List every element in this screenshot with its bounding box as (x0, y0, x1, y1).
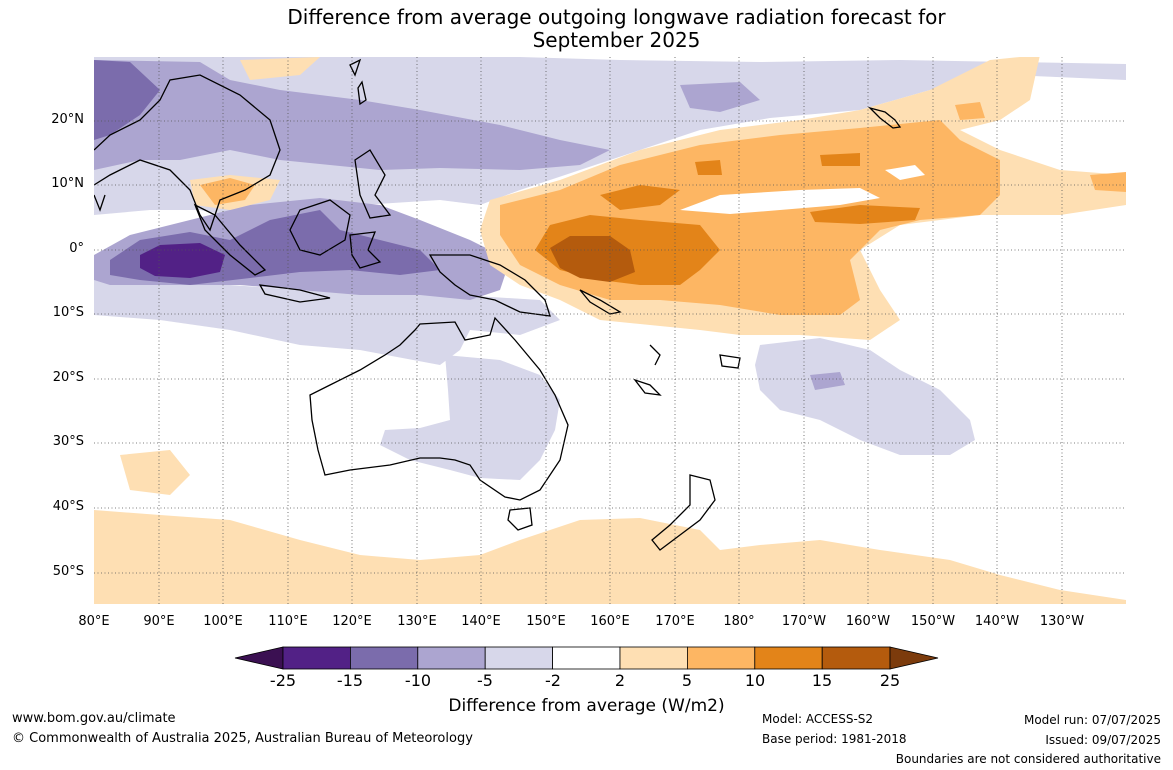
colorbar-tick-label: 10 (744, 671, 766, 690)
anomaly-region-neg-mid-south (810, 372, 845, 390)
anomaly-region-pos-strongest (550, 236, 635, 282)
anomaly-region-neg-light-south (94, 270, 560, 365)
colorbar-swatch-4 (484, 646, 554, 670)
se-asia-coastline (94, 74, 281, 232)
lat-label-10s: 10°S (52, 305, 84, 320)
anomaly-region-neg-pacific (755, 338, 975, 455)
colorbar-swatch-2 (349, 646, 419, 670)
lon-label-160w: 160°W (845, 614, 891, 629)
lon-label-140e: 140°E (461, 614, 501, 629)
colorbar-tick-label: -5 (477, 671, 493, 690)
lat-label-20s: 20°S (52, 370, 84, 385)
new-zealand-coastline (651, 474, 716, 551)
anomaly-region-neg-strongest (140, 243, 225, 278)
colorbar (234, 646, 939, 670)
anomaly-region-neg-mid (94, 60, 610, 170)
anomaly-region-pos-light-wio (120, 450, 190, 495)
anomaly-region-neg-strong (94, 60, 160, 140)
lon-label-130w: 130°W (1039, 614, 1085, 629)
anomaly-region-pos-strong-band2 (820, 153, 860, 166)
colorbar-tick-label: 25 (879, 671, 901, 690)
boundaries-disclaimer: Boundaries are not considered authoritat… (895, 752, 1161, 766)
lon-label-160e: 160°E (590, 614, 630, 629)
lon-label-150e: 150°E (526, 614, 566, 629)
lon-label-180: 180° (723, 614, 755, 629)
lon-label-170w: 170°W (781, 614, 827, 629)
lon-label-110e: 110°E (268, 614, 308, 629)
solomon-islands-coastline (579, 289, 622, 315)
lon-label-80e: 80°E (78, 614, 110, 629)
colorbar-swatch-5 (552, 646, 621, 670)
colorbar-tick-label: -10 (404, 671, 432, 690)
issued-date: Issued: 09/07/2025 (1045, 733, 1161, 747)
anomaly-region-neg-australia (380, 355, 560, 480)
sumatra-coastline (193, 203, 267, 276)
colorbar-swatch-6 (619, 646, 688, 670)
lat-label-40s: 40°S (52, 499, 84, 514)
colorbar-title: Difference from average (W/m2) (448, 696, 725, 716)
hawaii-coastline (867, 106, 902, 129)
colorbar-tick-label: 2 (614, 671, 626, 690)
anomaly-region-pos-strong-n (600, 185, 680, 210)
lat-label-50s: 50°S (52, 564, 84, 579)
colorbar-tick-label: -2 (545, 671, 561, 690)
philippines-coastline (354, 149, 392, 219)
lon-label-100e: 100°E (203, 614, 243, 629)
colorbar-tick-label: -25 (269, 671, 297, 690)
model-name: Model: ACCESS-S2 (762, 712, 874, 726)
base-period: Base period: 1981-2018 (762, 732, 907, 746)
map-title-line1: Difference from average outgoing longwav… (287, 5, 946, 29)
lon-label-170e: 170°E (655, 614, 695, 629)
anomaly-region-pos-light-nw (240, 57, 320, 80)
anomaly-field (94, 57, 1126, 604)
anomaly-region-pos-strong-band (810, 205, 920, 224)
taiwan-coastline (357, 80, 367, 106)
lon-label-130e: 130°E (397, 614, 437, 629)
india-coastline (94, 194, 106, 212)
colorbar-tick-label: -15 (336, 671, 364, 690)
australia-coastline (309, 316, 569, 501)
lon-label-90e: 90°E (143, 614, 175, 629)
anomaly-region-neutral-ring (885, 165, 925, 180)
borneo-coastline (289, 199, 351, 256)
sulawesi-coastline (349, 231, 382, 269)
anomaly-region-pos-mid-hawaii (955, 102, 985, 120)
colorbar-extend-low (234, 646, 284, 670)
lat-label-0: 0° (69, 241, 84, 256)
model-run-date: Model run: 07/07/2025 (1023, 713, 1161, 727)
lon-label-140w: 140°W (974, 614, 1020, 629)
anomaly-region-neutral-band (680, 188, 880, 214)
colorbar-extend-high (889, 646, 939, 670)
anomaly-region-pos-light-south (94, 510, 1126, 604)
colorbar-swatch-7 (687, 646, 756, 670)
colorbar-swatch-3 (417, 646, 486, 670)
vanuatu-fiji-coastline (633, 344, 741, 396)
map-title-line2: September 2025 (532, 28, 701, 52)
website-link[interactable]: www.bom.gov.au/climate (12, 711, 176, 726)
lat-label-10n: 10°N (51, 176, 84, 191)
anomaly-region-neg-mid-ne (680, 82, 760, 112)
colorbar-tick-label: 5 (681, 671, 693, 690)
copyright-text: © Commonwealth of Australia 2025, Austra… (12, 731, 473, 746)
anomaly-region-pos-mid-e (1090, 172, 1126, 192)
lon-label-150w: 150°W (910, 614, 956, 629)
colorbar-swatch-8 (754, 646, 823, 670)
anomaly-region-pos-strong-band3 (695, 160, 722, 175)
tasmania-coastline (507, 507, 533, 531)
japan-coastline (349, 58, 362, 77)
colorbar-swatch-1 (282, 646, 351, 670)
colorbar-tick-label: 15 (811, 671, 833, 690)
graticule (94, 57, 1126, 604)
coastlines (94, 58, 902, 551)
lat-label-20n: 20°N (51, 112, 84, 127)
lon-label-120e: 120°E (332, 614, 372, 629)
java-coastline (258, 284, 331, 303)
lat-label-30s: 30°S (52, 434, 84, 449)
colorbar-swatch-9 (821, 646, 891, 670)
